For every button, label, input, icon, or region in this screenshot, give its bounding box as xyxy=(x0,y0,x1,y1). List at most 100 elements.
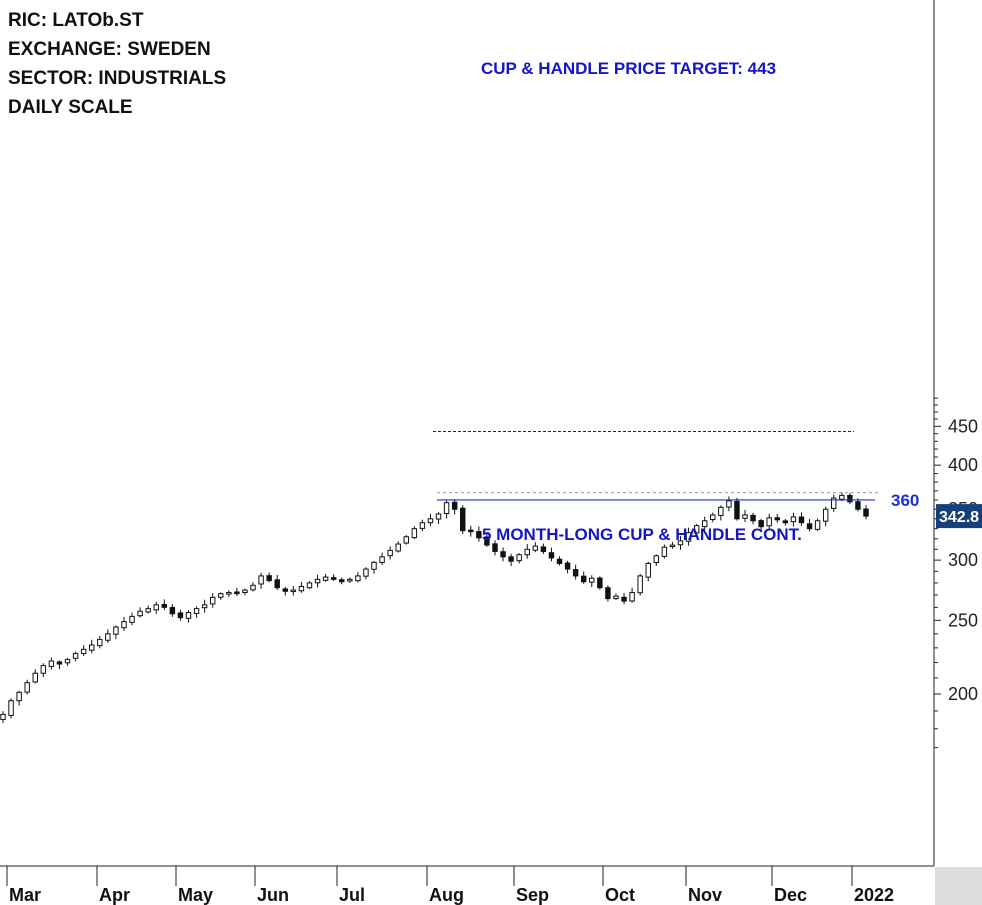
candle xyxy=(726,496,732,512)
candle xyxy=(282,586,289,596)
candle xyxy=(56,660,63,670)
candle xyxy=(718,505,724,521)
candle xyxy=(476,526,482,542)
candle xyxy=(80,645,87,656)
candle xyxy=(201,599,208,613)
candle xyxy=(129,612,135,626)
candle xyxy=(710,512,716,523)
candle xyxy=(508,553,514,567)
candle xyxy=(32,669,38,684)
candle xyxy=(274,574,280,591)
candle xyxy=(339,577,345,585)
candle xyxy=(863,505,869,520)
sector-label: SECTOR: INDUSTRIALS xyxy=(8,68,227,89)
candle xyxy=(572,564,579,580)
x-tick-label: Mar xyxy=(9,885,41,905)
x-tick-label: Apr xyxy=(99,885,130,905)
candle xyxy=(831,494,837,512)
last-price-box xyxy=(936,504,982,529)
candle xyxy=(355,572,361,583)
candle xyxy=(806,519,813,532)
candle xyxy=(145,605,151,614)
x-tick-label: Dec xyxy=(774,885,807,905)
candle xyxy=(758,518,764,530)
x-tick-label: Jul xyxy=(339,885,365,905)
candle xyxy=(97,635,103,649)
y-tick-label: 400 xyxy=(948,455,978,475)
candle xyxy=(48,657,55,670)
candle xyxy=(798,512,805,526)
candle xyxy=(250,582,256,592)
candle xyxy=(742,509,748,523)
candle xyxy=(209,593,216,608)
candle xyxy=(782,519,789,526)
candle xyxy=(89,639,95,654)
resistance-label: 360 xyxy=(891,491,919,510)
candle xyxy=(234,587,240,597)
x-tick-label: Oct xyxy=(605,885,635,905)
x-tick-label: Aug xyxy=(429,885,464,905)
candle xyxy=(460,505,466,534)
candle xyxy=(677,536,684,550)
candle xyxy=(669,541,676,549)
candle xyxy=(750,512,756,525)
y-tick-label: 250 xyxy=(948,610,978,630)
candle xyxy=(40,663,47,678)
candle xyxy=(693,524,700,536)
candle xyxy=(185,610,192,623)
candle xyxy=(597,576,603,590)
candle xyxy=(419,519,426,532)
candle xyxy=(363,567,369,580)
axis-corner xyxy=(935,867,982,905)
candle xyxy=(290,586,297,596)
candle xyxy=(177,609,184,621)
candle xyxy=(72,651,79,662)
candle xyxy=(242,588,248,596)
candle xyxy=(218,592,224,600)
candle xyxy=(685,527,692,546)
x-tick-label: 2022 xyxy=(854,885,894,905)
candle xyxy=(621,593,627,605)
candle xyxy=(564,560,571,574)
candle xyxy=(161,599,168,610)
candle xyxy=(524,544,530,559)
candle xyxy=(637,573,643,596)
candle xyxy=(589,575,595,588)
candle xyxy=(24,679,30,695)
candle xyxy=(226,590,232,597)
candle xyxy=(661,544,668,559)
candle xyxy=(137,607,143,618)
candle xyxy=(580,571,587,584)
y-tick-label: 450 xyxy=(948,416,978,436)
candle xyxy=(605,585,611,602)
last-price-label: 342.8 xyxy=(939,509,979,526)
candle xyxy=(548,547,555,562)
x-tick-label: May xyxy=(178,885,213,905)
candle xyxy=(734,497,740,521)
candle xyxy=(790,512,797,527)
candle xyxy=(387,546,393,560)
candle xyxy=(516,553,522,564)
exchange-label: EXCHANGE: SWEDEN xyxy=(8,39,211,60)
candle xyxy=(330,574,337,581)
candle xyxy=(556,556,563,566)
candle xyxy=(847,492,853,505)
candle xyxy=(500,547,506,562)
pattern-annotation: 5 MONTH-LONG CUP & HANDLE CONT. xyxy=(482,525,802,544)
candle xyxy=(411,526,418,540)
candle xyxy=(822,506,829,527)
candle xyxy=(153,601,159,614)
candle xyxy=(322,573,329,582)
info-block: RIC: LATOb.ST EXCHANGE: SWEDEN SECTOR: I… xyxy=(8,6,226,122)
candle xyxy=(121,616,127,631)
ric-label: RIC: LATOb.ST xyxy=(8,10,144,31)
candle xyxy=(468,525,474,537)
candle xyxy=(484,533,490,547)
candle xyxy=(435,512,442,524)
candle xyxy=(427,513,434,527)
x-axis: Mar Apr May Jun Jul Aug Sep Oct Nov Dec 2022 xyxy=(6,866,894,905)
candle xyxy=(629,587,635,603)
candle xyxy=(8,698,14,719)
candle xyxy=(451,499,458,515)
